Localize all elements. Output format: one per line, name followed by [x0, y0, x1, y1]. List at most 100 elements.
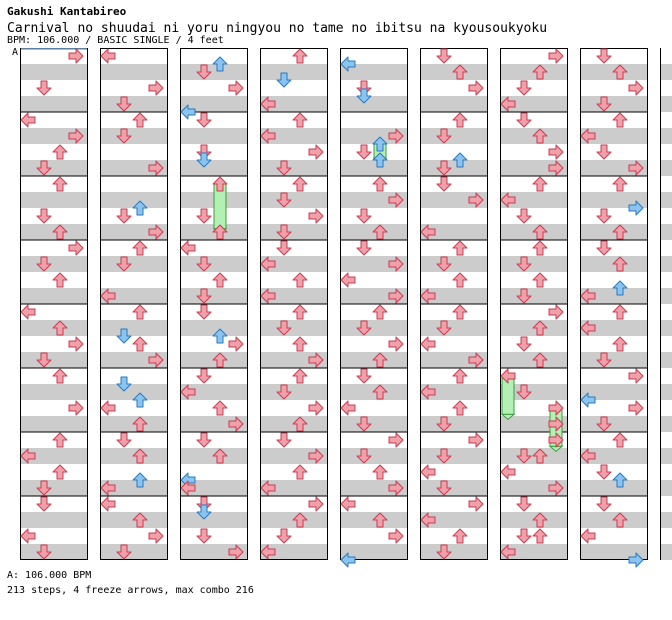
- beat-stripe: [580, 128, 648, 144]
- step-arrow-down-icon: [596, 416, 612, 432]
- beat-stripe: [260, 480, 328, 496]
- beat-stripe: [260, 64, 328, 80]
- step-arrow-down-icon: [36, 160, 52, 176]
- step-arrow-right-icon: [308, 496, 324, 512]
- step-arrow-up-icon: [132, 336, 148, 352]
- step-arrow-right-icon: [468, 432, 484, 448]
- step-arrow-left-icon: [580, 288, 596, 304]
- step-arrow-up-icon: [132, 416, 148, 432]
- step-arrow-up-icon: [212, 352, 228, 368]
- step-arrow-right-icon: [388, 336, 404, 352]
- step-arrow-up-icon: [452, 400, 468, 416]
- beat-stripe: [100, 128, 168, 144]
- step-arrow-left-icon: [260, 288, 276, 304]
- step-arrow-left-icon: [420, 336, 436, 352]
- step-arrow-up-icon: [52, 368, 68, 384]
- step-arrow-left-icon: [260, 544, 276, 560]
- step-arrow-left-icon: [340, 56, 356, 72]
- beat-stripe: [100, 64, 168, 80]
- beat-stripe: [20, 448, 88, 464]
- step-arrow-down-icon: [276, 224, 292, 240]
- step-arrow-right-icon: [388, 128, 404, 144]
- step-arrow-up-icon: [452, 528, 468, 544]
- step-arrow-up-icon: [532, 64, 548, 80]
- beat-stripe: [180, 544, 248, 560]
- step-arrow-up-icon: [532, 320, 548, 336]
- step-arrow-right-icon: [228, 336, 244, 352]
- beat-stripe: [420, 256, 488, 272]
- step-arrow-down-icon: [196, 112, 212, 128]
- step-arrow-down-icon: [196, 368, 212, 384]
- step-arrow-up-icon: [532, 448, 548, 464]
- measure-column: [180, 48, 248, 560]
- step-arrow-down-icon: [116, 376, 132, 392]
- measure-column: [340, 48, 408, 560]
- beat-stripe: [580, 96, 648, 112]
- beat-stripe: [420, 544, 488, 560]
- step-arrow-right-icon: [628, 80, 644, 96]
- step-arrow-up-icon: [292, 512, 308, 528]
- chart-stats: 213 steps, 4 freeze arrows, max combo 21…: [7, 585, 254, 596]
- beat-stripe: [420, 192, 488, 208]
- beat-stripe: [180, 480, 248, 496]
- step-arrow-down-icon: [596, 96, 612, 112]
- beat-stripe: [420, 96, 488, 112]
- step-arrow-left-icon: [500, 368, 516, 384]
- step-arrow-left-icon: [500, 96, 516, 112]
- step-arrow-down-icon: [36, 352, 52, 368]
- step-arrow-right-icon: [468, 352, 484, 368]
- step-arrow-down-icon: [36, 480, 52, 496]
- step-arrow-up-icon: [52, 144, 68, 160]
- beat-stripe: [500, 256, 568, 272]
- step-arrow-down-icon: [356, 240, 372, 256]
- step-arrow-down-icon: [436, 256, 452, 272]
- measure-column: [420, 48, 488, 560]
- step-arrow-up-icon: [612, 224, 628, 240]
- beat-stripe: [20, 192, 88, 208]
- step-arrow-up-icon: [372, 224, 388, 240]
- step-arrow-right-icon: [308, 352, 324, 368]
- step-arrow-left-icon: [580, 128, 596, 144]
- beat-stripe: [20, 96, 88, 112]
- step-arrow-down-icon: [436, 48, 452, 64]
- beat-stripe: [260, 352, 328, 368]
- beat-stripe: [100, 480, 168, 496]
- step-arrow-right-icon: [388, 432, 404, 448]
- bpm-legend: A: 106.000 BPM: [7, 570, 92, 581]
- step-arrow-down-icon: [516, 112, 532, 128]
- beat-stripe: [420, 448, 488, 464]
- step-arrow-up-icon: [372, 152, 388, 168]
- beat-stripe: [20, 128, 88, 144]
- step-arrow-right-icon: [388, 288, 404, 304]
- step-arrow-left-icon: [420, 384, 436, 400]
- step-arrow-up-icon: [532, 512, 548, 528]
- step-arrow-up-icon: [292, 304, 308, 320]
- chart-info: BPM: 106.000 / BASIC SINGLE / 4 feet: [7, 35, 224, 46]
- beat-stripe: [340, 192, 408, 208]
- step-arrow-down-icon: [116, 96, 132, 112]
- step-arrow-down-icon: [356, 320, 372, 336]
- beat-stripe: [420, 480, 488, 496]
- step-arrow-up-icon: [292, 464, 308, 480]
- beat-stripe: [660, 96, 672, 112]
- step-arrow-down-icon: [36, 544, 52, 560]
- step-arrow-left-icon: [260, 96, 276, 112]
- step-arrow-up-icon: [532, 240, 548, 256]
- step-arrow-up-icon: [452, 152, 468, 168]
- step-arrow-up-icon: [132, 112, 148, 128]
- step-arrow-down-icon: [516, 336, 532, 352]
- step-arrow-down-icon: [596, 48, 612, 64]
- beat-stripe: [20, 256, 88, 272]
- beat-stripe: [100, 192, 168, 208]
- step-arrow-down-icon: [356, 144, 372, 160]
- step-arrow-right-icon: [548, 304, 564, 320]
- step-arrow-down-icon: [196, 152, 212, 168]
- step-arrow-up-icon: [212, 448, 228, 464]
- step-arrow-up-icon: [132, 472, 148, 488]
- step-arrow-right-icon: [628, 200, 644, 216]
- step-arrow-down-icon: [276, 240, 292, 256]
- step-arrow-down-icon: [196, 528, 212, 544]
- step-arrow-down-icon: [116, 208, 132, 224]
- step-arrow-up-icon: [532, 528, 548, 544]
- beat-stripe: [340, 96, 408, 112]
